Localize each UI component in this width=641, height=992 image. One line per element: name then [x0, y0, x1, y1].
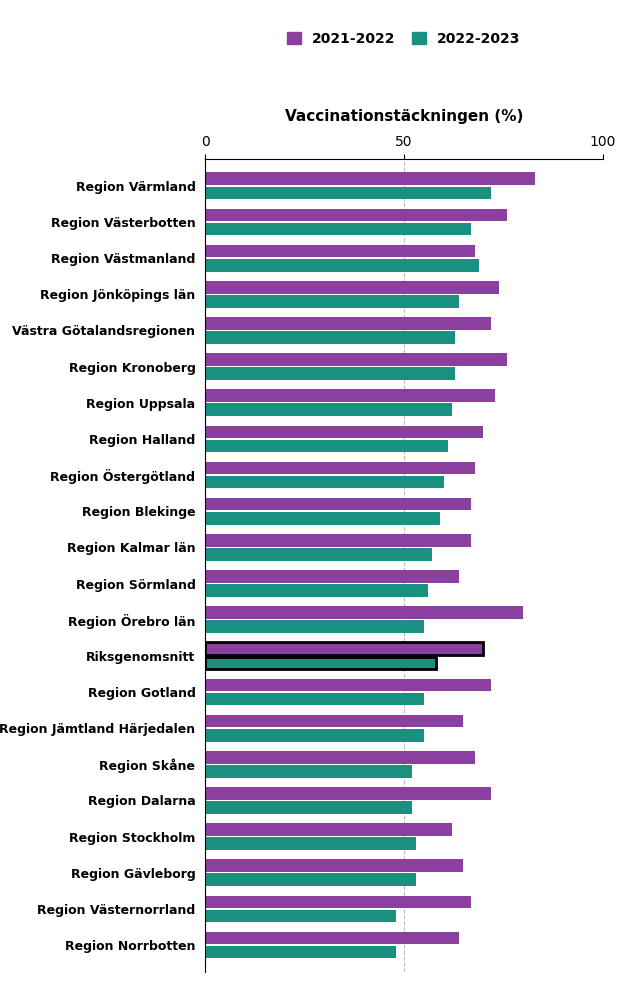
Bar [205, 679, 491, 691]
Bar [205, 208, 507, 221]
Bar [205, 512, 440, 525]
Bar [205, 765, 412, 778]
Bar [205, 837, 416, 850]
Bar [205, 931, 460, 944]
Bar [205, 404, 451, 416]
Bar [205, 729, 424, 741]
Bar [205, 715, 463, 727]
X-axis label: Vaccinationstäckningen (%): Vaccinationstäckningen (%) [285, 109, 523, 124]
Bar [205, 461, 476, 474]
Bar [205, 643, 483, 655]
Bar [205, 657, 436, 670]
Bar [205, 823, 451, 836]
Bar [205, 570, 460, 582]
Bar [205, 859, 463, 872]
Bar [205, 874, 416, 886]
Bar [205, 620, 424, 633]
Legend: 2021-2022, 2022-2023: 2021-2022, 2022-2023 [287, 32, 520, 46]
Bar [205, 606, 523, 619]
Bar [205, 295, 460, 308]
Bar [205, 751, 476, 764]
Bar [205, 317, 491, 329]
Bar [205, 787, 491, 800]
Bar [205, 945, 396, 958]
Bar [205, 549, 431, 560]
Bar [205, 223, 471, 235]
Bar [205, 802, 412, 813]
Bar [205, 281, 499, 294]
Bar [205, 498, 471, 511]
Bar [205, 353, 507, 366]
Bar [205, 245, 476, 257]
Bar [205, 367, 456, 380]
Bar [205, 426, 483, 438]
Bar [205, 390, 495, 402]
Bar [205, 657, 436, 670]
Bar [205, 584, 428, 597]
Bar [205, 186, 491, 199]
Bar [205, 896, 471, 908]
Bar [205, 534, 471, 547]
Bar [205, 910, 396, 923]
Bar [205, 439, 447, 452]
Bar [205, 643, 483, 655]
Bar [205, 331, 456, 344]
Bar [205, 173, 535, 186]
Bar [205, 692, 424, 705]
Bar [205, 259, 479, 272]
Bar [205, 476, 444, 488]
